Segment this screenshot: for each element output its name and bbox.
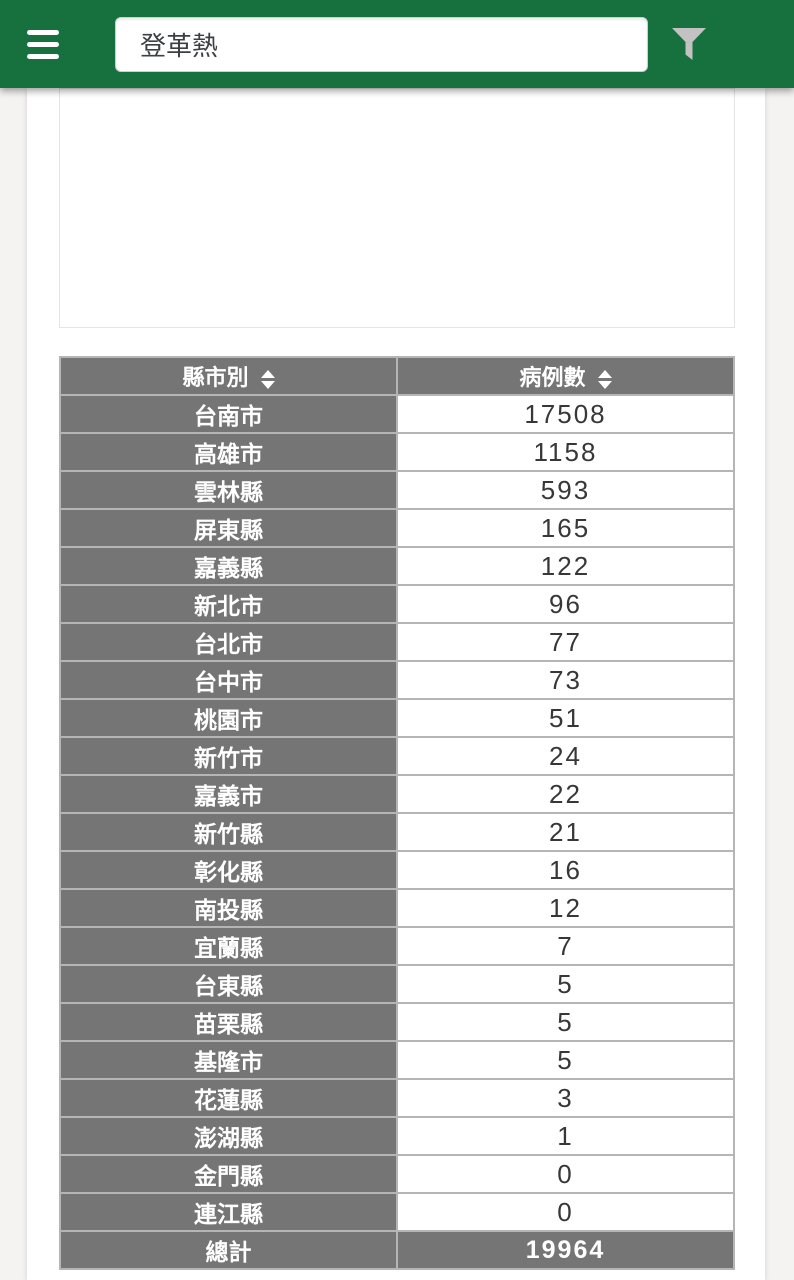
cases-cell: 593 bbox=[396, 470, 735, 510]
column-header-county-label: 縣市別 bbox=[182, 365, 249, 390]
column-header-cases-label: 病例數 bbox=[519, 365, 586, 390]
cases-cell: 24 bbox=[396, 736, 735, 776]
county-cell: 新竹縣 bbox=[59, 812, 398, 852]
sort-icon bbox=[597, 369, 612, 389]
county-cell: 屏東縣 bbox=[59, 508, 398, 548]
total-value: 19964 bbox=[396, 1230, 735, 1270]
cases-cell: 165 bbox=[396, 508, 735, 548]
table-row: 嘉義縣 122 bbox=[59, 546, 735, 586]
table-row: 彰化縣 16 bbox=[59, 850, 735, 890]
cases-cell: 122 bbox=[396, 546, 735, 586]
table-row: 高雄市 1158 bbox=[59, 432, 735, 472]
total-row: 總計 19964 bbox=[59, 1230, 735, 1270]
table-row: 苗栗縣 5 bbox=[59, 1002, 735, 1042]
table-header-row: 縣市別 病例數 bbox=[59, 356, 735, 396]
cases-cell: 96 bbox=[396, 584, 735, 624]
table-row: 桃園市 51 bbox=[59, 698, 735, 738]
table-row: 花蓮縣 3 bbox=[59, 1078, 735, 1118]
table-row: 基隆市 5 bbox=[59, 1040, 735, 1080]
cases-table: 縣市別 病例數 台南市 17508 高雄市 1158 雲林縣 593 屏東縣 1… bbox=[59, 356, 735, 1270]
county-cell: 連江縣 bbox=[59, 1192, 398, 1232]
county-cell: 高雄市 bbox=[59, 432, 398, 472]
county-cell: 彰化縣 bbox=[59, 850, 398, 890]
county-cell: 嘉義縣 bbox=[59, 546, 398, 586]
search-input[interactable] bbox=[115, 16, 648, 72]
table-row: 澎湖縣 1 bbox=[59, 1116, 735, 1156]
column-header-cases[interactable]: 病例數 bbox=[396, 356, 735, 396]
cases-cell: 5 bbox=[396, 1002, 735, 1042]
content-card: 縣市別 病例數 台南市 17508 高雄市 1158 雲林縣 593 屏東縣 1… bbox=[27, 88, 765, 1280]
cases-cell: 5 bbox=[396, 964, 735, 1004]
county-cell: 新北市 bbox=[59, 584, 398, 624]
menu-button[interactable] bbox=[27, 29, 59, 59]
cases-cell: 17508 bbox=[396, 394, 735, 434]
county-cell: 台南市 bbox=[59, 394, 398, 434]
cases-cell: 21 bbox=[396, 812, 735, 852]
cases-cell: 77 bbox=[396, 622, 735, 662]
county-cell: 基隆市 bbox=[59, 1040, 398, 1080]
county-cell: 澎湖縣 bbox=[59, 1116, 398, 1156]
county-cell: 宜蘭縣 bbox=[59, 926, 398, 966]
page-body: 縣市別 病例數 台南市 17508 高雄市 1158 雲林縣 593 屏東縣 1… bbox=[0, 88, 794, 1280]
cases-cell: 51 bbox=[396, 698, 735, 738]
county-cell: 桃園市 bbox=[59, 698, 398, 738]
table-row: 台南市 17508 bbox=[59, 394, 735, 434]
cases-cell: 1158 bbox=[396, 432, 735, 472]
cases-cell: 12 bbox=[396, 888, 735, 928]
county-cell: 台東縣 bbox=[59, 964, 398, 1004]
funnel-icon bbox=[672, 28, 706, 60]
cases-cell: 0 bbox=[396, 1154, 735, 1194]
table-row: 南投縣 12 bbox=[59, 888, 735, 928]
county-cell: 雲林縣 bbox=[59, 470, 398, 510]
table-row: 台東縣 5 bbox=[59, 964, 735, 1004]
filter-button[interactable] bbox=[672, 28, 706, 60]
table-row: 台北市 77 bbox=[59, 622, 735, 662]
table-row: 屏東縣 165 bbox=[59, 508, 735, 548]
county-cell: 南投縣 bbox=[59, 888, 398, 928]
table-row: 雲林縣 593 bbox=[59, 470, 735, 510]
county-cell: 新竹市 bbox=[59, 736, 398, 776]
county-cell: 金門縣 bbox=[59, 1154, 398, 1194]
cases-cell: 22 bbox=[396, 774, 735, 814]
table-body: 台南市 17508 高雄市 1158 雲林縣 593 屏東縣 165 嘉義縣 1… bbox=[59, 394, 735, 1232]
cases-cell: 0 bbox=[396, 1192, 735, 1232]
table-row: 新北市 96 bbox=[59, 584, 735, 624]
table-row: 金門縣 0 bbox=[59, 1154, 735, 1194]
county-cell: 台中市 bbox=[59, 660, 398, 700]
sort-icon bbox=[260, 369, 275, 389]
app-bar bbox=[0, 0, 794, 88]
table-row: 台中市 73 bbox=[59, 660, 735, 700]
county-cell: 花蓮縣 bbox=[59, 1078, 398, 1118]
cases-cell: 73 bbox=[396, 660, 735, 700]
table-row: 嘉義市 22 bbox=[59, 774, 735, 814]
cases-cell: 1 bbox=[396, 1116, 735, 1156]
county-cell: 苗栗縣 bbox=[59, 1002, 398, 1042]
total-label: 總計 bbox=[59, 1230, 398, 1270]
county-cell: 嘉義市 bbox=[59, 774, 398, 814]
cases-cell: 16 bbox=[396, 850, 735, 890]
cases-cell: 7 bbox=[396, 926, 735, 966]
county-cell: 台北市 bbox=[59, 622, 398, 662]
cases-cell: 3 bbox=[396, 1078, 735, 1118]
table-row: 連江縣 0 bbox=[59, 1192, 735, 1232]
column-header-county[interactable]: 縣市別 bbox=[59, 356, 398, 396]
chart-panel bbox=[59, 88, 735, 328]
table-row: 新竹縣 21 bbox=[59, 812, 735, 852]
table-row: 宜蘭縣 7 bbox=[59, 926, 735, 966]
cases-cell: 5 bbox=[396, 1040, 735, 1080]
table-row: 新竹市 24 bbox=[59, 736, 735, 776]
